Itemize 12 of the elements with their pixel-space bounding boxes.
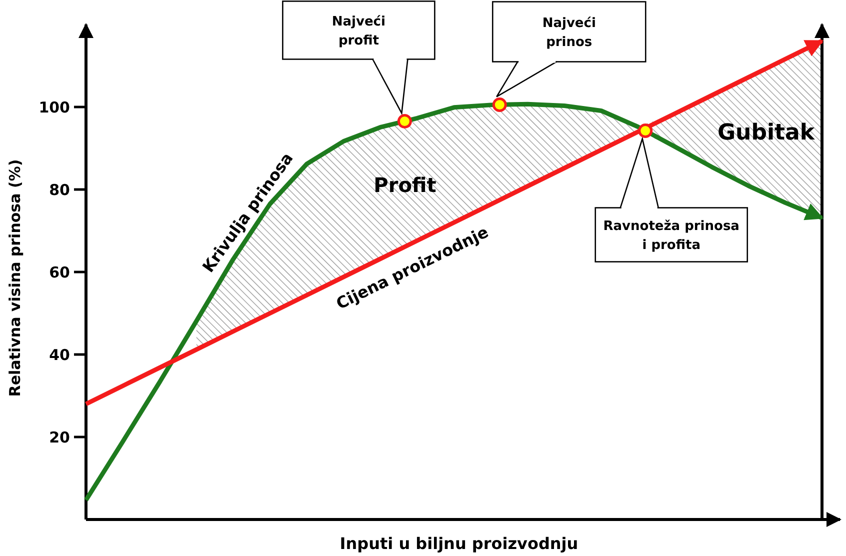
annotation: Najveći profit (332, 14, 386, 48)
annotation: Gubitak (717, 120, 816, 146)
annotation: Ravnoteža prinosa i profita (603, 218, 740, 253)
y-tick-label: 40 (49, 346, 70, 364)
y-tick-label: 100 (38, 98, 70, 116)
y-axis-title: Relativna visina prinosa (%) (6, 159, 24, 397)
x-axis-title: Inputi u biljnu proizvodnju (340, 534, 578, 553)
y-tick-label: 60 (49, 263, 70, 282)
annotation: Najveći prinos (542, 16, 596, 50)
y-tick-label: 80 (49, 180, 70, 199)
annotation: Profit (374, 173, 437, 197)
y-tick-label: 20 (49, 428, 70, 446)
